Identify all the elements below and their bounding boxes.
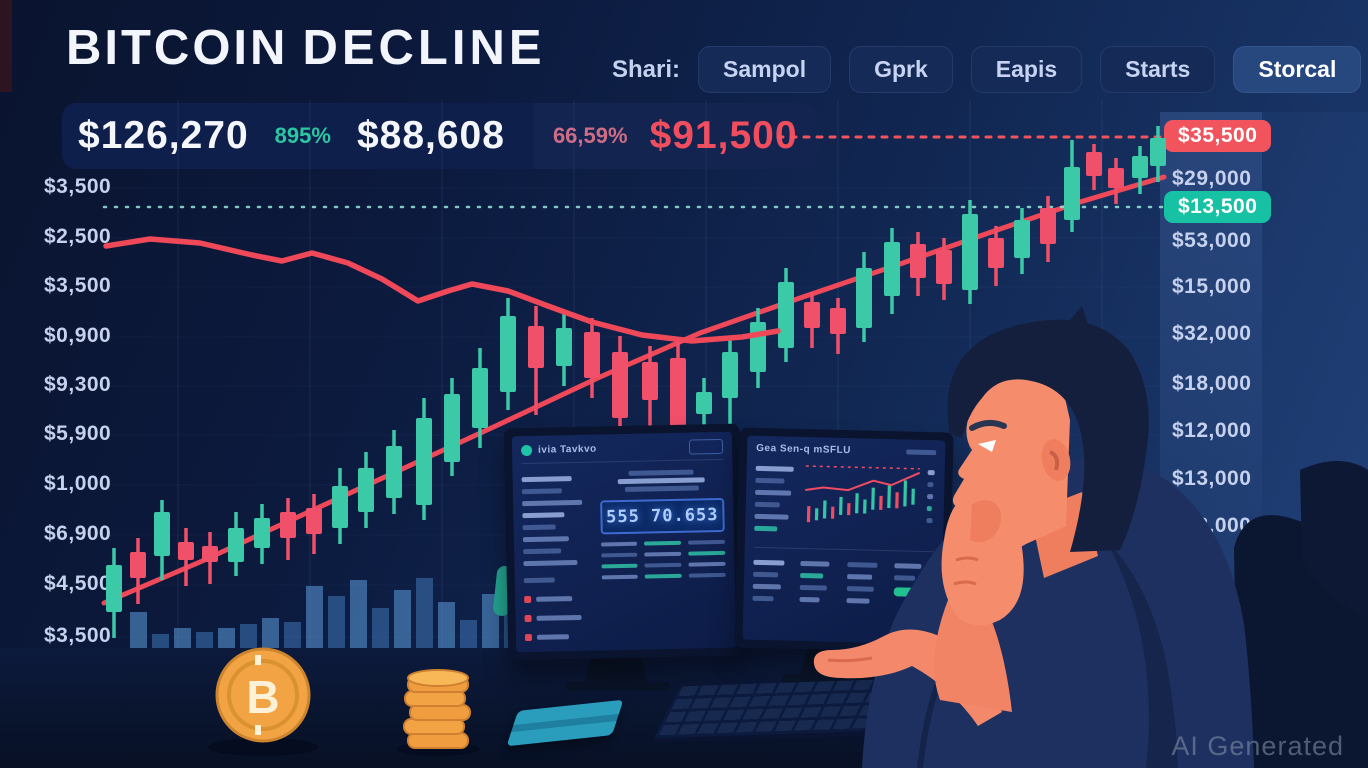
monitor-left-title: ivia Tavkvo [537, 443, 597, 456]
stat-percent-2: 66,59% [552, 123, 628, 148]
keyboard [651, 677, 929, 744]
stat-price-3: $91,500 [649, 114, 798, 157]
monitor-left-screen: ivia Tavkvo [511, 431, 737, 653]
left-axis-label: $3,500 [44, 175, 112, 198]
stat-price-1: $126,270 [78, 114, 249, 157]
price-stats-bar: $126,270 895% $88,608 66,59% $91,500 [62, 103, 818, 169]
left-axis-label: $4,500 [44, 572, 112, 595]
monitor-right-title: Gea Sen-q mSFLU [756, 442, 852, 457]
monitor-right-table [752, 546, 934, 613]
nav-pill-eapis[interactable]: Eapis [970, 46, 1083, 93]
person-hair [947, 319, 1149, 552]
left-axis-label: $9,300 [44, 373, 112, 396]
nav-pill-starts[interactable]: Starts [1100, 46, 1216, 93]
edge-accent [0, 0, 12, 92]
nav-label: Shari: [612, 55, 681, 83]
ai-generated-watermark: AI Generated [1171, 731, 1344, 761]
title-word-2: DECLINE [302, 21, 546, 75]
price-badge-high: $35,500 [1164, 120, 1272, 152]
left-axis-label: $2,500 [44, 225, 112, 248]
stat-percent-1: 895% [274, 123, 331, 148]
left-axis-label: $5,900 [44, 422, 112, 445]
nav-pill-storcal[interactable]: Storcal [1233, 46, 1362, 93]
right-axis-label: $15,000 [1172, 275, 1252, 298]
nav-pill-sampol[interactable]: Sampol [698, 46, 832, 93]
page-title: BITCOIN DECLINE [66, 20, 546, 76]
monitor-left-button[interactable] [688, 438, 724, 455]
left-axis-label: $3,500 [44, 274, 112, 297]
monitor-left: ivia Tavkvo [503, 423, 745, 661]
top-nav: Shari: Sampol Gprk Eapis Starts Storcal [612, 46, 1362, 93]
right-axis-band-outer [1262, 112, 1368, 660]
right-axis-label: $53,000 [1172, 229, 1252, 252]
monitor-right: Gea Sen-q mSFLU [734, 427, 954, 653]
price-badge-low: $13,500 [1164, 191, 1272, 223]
monitor-logo-icon [520, 444, 533, 457]
monitor-price-display: 555 70.653 [599, 497, 725, 535]
right-axis-label: $29,000 [1172, 167, 1252, 190]
monitor-left-quote-panel: 555 70.653 [599, 466, 728, 652]
person-face [951, 350, 1070, 549]
right-axis-label: $18,000 [1172, 372, 1252, 395]
monitor-right-sidebar [754, 459, 798, 543]
buy-button-pill[interactable] [893, 587, 933, 598]
title-word-1: BITCOIN [66, 21, 289, 75]
stat-price-2: $88,608 [356, 114, 505, 157]
eyebrow [969, 420, 1007, 431]
monitor-right-quotes [926, 463, 936, 546]
right-axis-label: $12,000 [1172, 419, 1252, 442]
monitor-mini-chart [802, 460, 922, 546]
nav-pill-gprk[interactable]: Gprk [849, 46, 953, 93]
eye [978, 440, 996, 452]
left-axis-label: $1,000 [44, 472, 112, 495]
right-axis-label: $32,000 [1172, 322, 1252, 345]
monitor-left-datalist [521, 469, 595, 653]
ear [1041, 439, 1071, 481]
hand-on-chin [941, 493, 1024, 626]
right-axis-label: $18,000 [1172, 514, 1252, 537]
left-axis-label: $3,500 [44, 624, 112, 647]
left-axis-label: $6,900 [44, 522, 112, 545]
left-axis-label: $0,900 [44, 324, 112, 347]
monitor-right-screen: Gea Sen-q mSFLU [742, 435, 946, 645]
right-axis-label: $13,000 [1172, 467, 1252, 490]
